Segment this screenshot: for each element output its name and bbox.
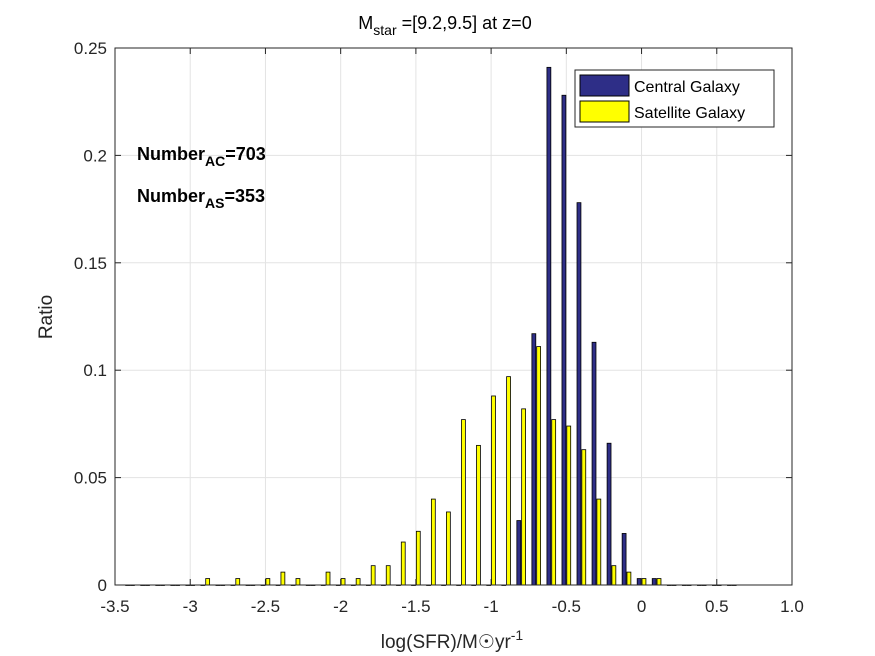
bar-central-35 xyxy=(651,578,657,586)
bar-satellite-30 xyxy=(581,449,587,586)
legend-swatch-central xyxy=(579,74,630,97)
bar-central-32 xyxy=(606,442,612,586)
axis-ticks: -3.5 -3 -2.5 -2 -1.5 -1 -0.5 0 0.5 1.0 0 0.05 0.1 0.1… xyxy=(74,39,804,616)
bar-satellite-27 xyxy=(536,346,542,586)
x-tick-label-2: -2.5 xyxy=(251,597,280,616)
bar-satellite-11 xyxy=(295,578,301,586)
y-tick-label-2: 0.1 xyxy=(83,361,107,380)
annotation-number-as: NumberAS=353 xyxy=(137,186,265,211)
x-tick-label-4: -1.5 xyxy=(401,597,430,616)
bar-satellite-29 xyxy=(566,425,572,586)
bar-central-27 xyxy=(531,333,537,586)
bar-satellite-5 xyxy=(205,578,211,586)
bar-satellite-13 xyxy=(325,571,331,586)
bar-satellite-10 xyxy=(280,571,286,586)
bar-central-29 xyxy=(561,94,567,586)
x-tick-label-5: -1 xyxy=(484,597,499,616)
bar-satellite-34 xyxy=(641,578,647,586)
bar-satellite-25 xyxy=(506,376,511,586)
legend-swatch-satellite xyxy=(579,100,630,123)
bar-satellite-28 xyxy=(551,419,557,586)
bar-central-33 xyxy=(621,533,627,586)
title-rest: =[9.2,9.5] at z=0 xyxy=(397,13,532,33)
x-axis-label: log(SFR)/M☉yr-1 xyxy=(381,627,524,653)
annotations: NumberAC=703 NumberAS=353 xyxy=(137,144,266,211)
bar-central-26 xyxy=(516,520,522,586)
bars xyxy=(125,66,737,586)
bar-satellite-33 xyxy=(626,571,632,586)
bar-satellite-17 xyxy=(385,565,391,586)
bar-satellite-20 xyxy=(430,498,436,586)
xlabel-exp: -1 xyxy=(511,627,524,643)
bar-satellite-31 xyxy=(596,498,602,586)
x-tick-label-9: 1.0 xyxy=(780,597,804,616)
bar-central-34 xyxy=(636,578,642,586)
bar-satellite-19 xyxy=(415,530,421,586)
chart-title: Mstar =[9.2,9.5] at z=0 xyxy=(358,13,531,38)
axes-frame xyxy=(114,47,793,586)
bar-satellite-16 xyxy=(370,565,376,586)
bar-satellite-26 xyxy=(521,408,526,586)
xlabel-main: log(SFR)/M xyxy=(381,632,478,653)
bar-central-30 xyxy=(576,202,582,586)
title-main: M xyxy=(358,13,373,33)
x-tick-label-8: 0.5 xyxy=(705,597,729,616)
x-tick-label-3: -2 xyxy=(333,597,348,616)
y-tick-label-4: 0.2 xyxy=(83,146,107,165)
bar-satellite-21 xyxy=(446,511,451,586)
title-sub: star xyxy=(373,22,397,38)
xlabel-unit: yr xyxy=(495,632,512,653)
annotation-number-ac: NumberAC=703 xyxy=(137,144,266,169)
bar-satellite-22 xyxy=(461,419,466,586)
legend-label-satellite: Satellite Galaxy xyxy=(634,105,745,122)
bar-central-31 xyxy=(591,341,597,586)
bar-satellite-7 xyxy=(235,578,241,586)
legend: Central Galaxy Satellite Galaxy xyxy=(574,69,775,128)
bar-satellite-35 xyxy=(656,578,662,586)
bar-satellite-14 xyxy=(340,578,346,586)
plot-area xyxy=(115,48,792,585)
bar-satellite-32 xyxy=(611,565,617,586)
bar-satellite-23 xyxy=(476,444,481,586)
y-tick-label-0: 0 xyxy=(98,576,107,595)
x-tick-label-0: -3.5 xyxy=(100,597,129,616)
y-axis-label: Ratio xyxy=(36,295,57,339)
legend-label-central: Central Galaxy xyxy=(634,79,740,96)
y-tick-label-3: 0.15 xyxy=(74,254,107,273)
bar-central-28 xyxy=(546,66,552,586)
x-tick-label-6: -0.5 xyxy=(552,597,581,616)
y-tick-label-5: 0.25 xyxy=(74,39,107,58)
x-tick-label-7: 0 xyxy=(637,597,646,616)
y-tick-label-1: 0.05 xyxy=(74,469,107,488)
bar-satellite-24 xyxy=(491,395,496,586)
bar-satellite-18 xyxy=(400,541,406,586)
bar-satellite-15 xyxy=(355,578,361,586)
xlabel-symbol: ☉ xyxy=(478,632,495,653)
bar-satellite-9 xyxy=(265,578,271,586)
x-tick-label-1: -3 xyxy=(183,597,198,616)
